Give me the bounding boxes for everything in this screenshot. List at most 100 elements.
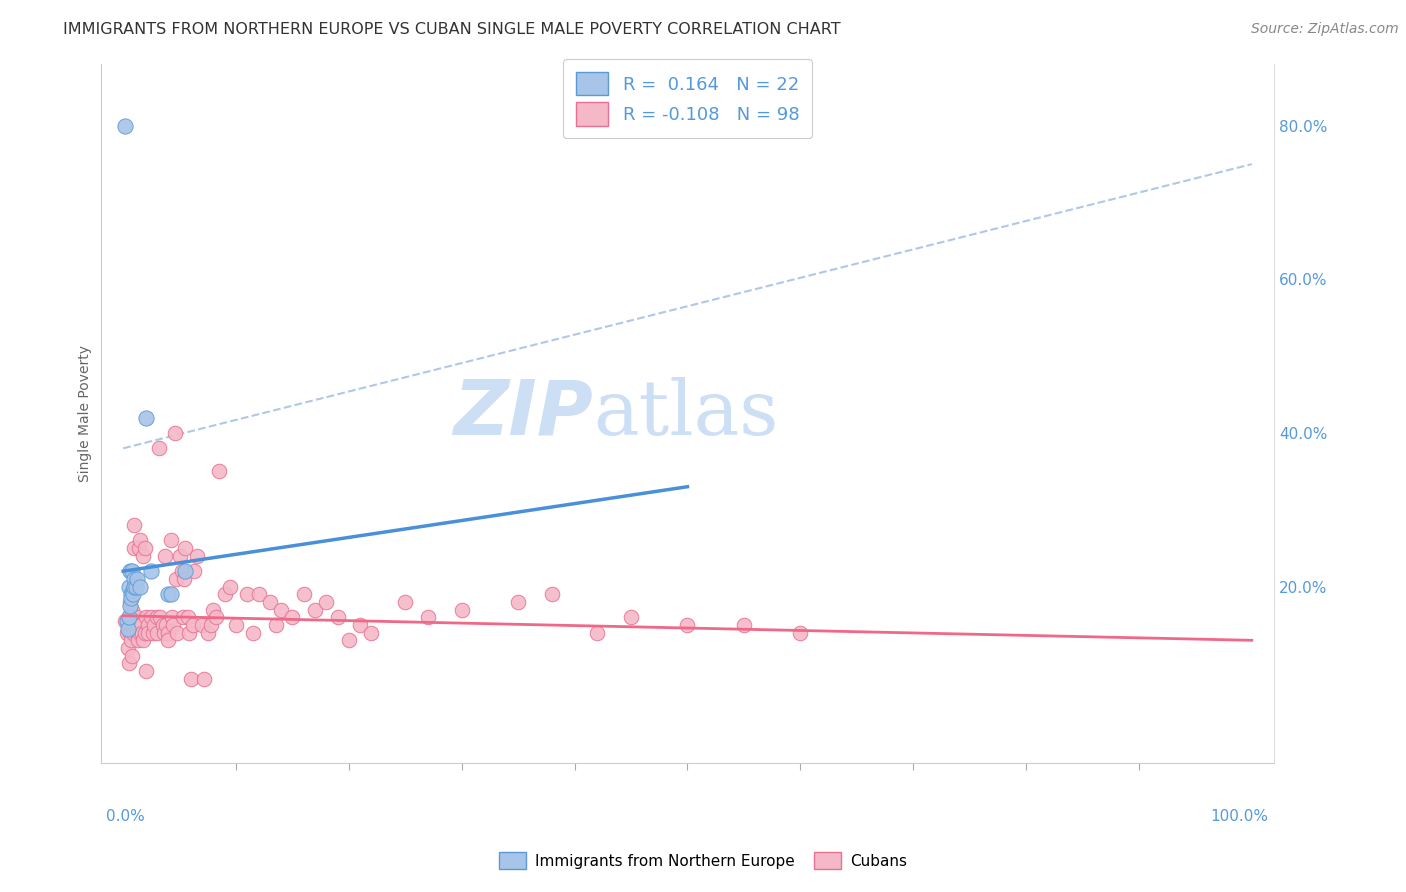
Point — [394, 595, 416, 609]
Point — [122, 625, 145, 640]
Point — [122, 583, 145, 598]
Point — [129, 625, 152, 640]
Point — [157, 625, 180, 640]
Point — [789, 625, 811, 640]
Point — [148, 442, 170, 456]
Point — [118, 564, 141, 578]
Point — [124, 541, 146, 556]
Point — [132, 633, 155, 648]
Point — [181, 618, 204, 632]
Point — [197, 625, 219, 640]
Text: 0.0%: 0.0% — [107, 809, 145, 824]
Point — [118, 625, 141, 640]
Point — [131, 625, 153, 640]
Point — [120, 591, 142, 605]
Point — [174, 564, 197, 578]
Point — [152, 618, 174, 632]
Point — [129, 618, 152, 632]
Point — [202, 602, 225, 616]
Point — [186, 549, 208, 563]
Point — [124, 572, 146, 586]
Point — [127, 633, 149, 648]
Point — [118, 610, 141, 624]
Point — [159, 587, 181, 601]
Point — [114, 614, 136, 628]
Point — [121, 648, 143, 663]
Point — [304, 602, 326, 616]
Point — [141, 610, 163, 624]
Point — [124, 580, 146, 594]
Legend: Immigrants from Northern Europe, Cubans: Immigrants from Northern Europe, Cubans — [492, 846, 914, 875]
Point — [149, 610, 172, 624]
Point — [541, 587, 564, 601]
Point — [120, 587, 142, 601]
Text: 100.0%: 100.0% — [1211, 809, 1268, 824]
Point — [135, 610, 157, 624]
Point — [153, 549, 176, 563]
Point — [225, 618, 247, 632]
Point — [208, 464, 231, 478]
Point — [129, 580, 152, 594]
Point — [281, 610, 304, 624]
Point — [508, 595, 530, 609]
Point — [117, 622, 139, 636]
Point — [122, 610, 145, 624]
Point — [135, 664, 157, 678]
Point — [165, 425, 187, 440]
Point — [136, 625, 159, 640]
Point — [122, 587, 145, 601]
Point — [124, 580, 146, 594]
Point — [172, 610, 194, 624]
Point — [219, 580, 242, 594]
Point — [450, 602, 472, 616]
Point — [259, 595, 281, 609]
Point — [117, 640, 139, 655]
Text: IMMIGRANTS FROM NORTHERN EUROPE VS CUBAN SINGLE MALE POVERTY CORRELATION CHART: IMMIGRANTS FROM NORTHERN EUROPE VS CUBAN… — [63, 22, 841, 37]
Point — [136, 618, 159, 632]
Point — [204, 610, 226, 624]
Point — [157, 587, 180, 601]
Text: ZIP: ZIP — [454, 376, 593, 450]
Point — [193, 672, 215, 686]
Point — [118, 599, 141, 613]
Legend: R =  0.164   N = 22, R = -0.108   N = 98: R = 0.164 N = 22, R = -0.108 N = 98 — [562, 60, 811, 138]
Point — [183, 564, 205, 578]
Point — [349, 618, 371, 632]
Point — [242, 625, 264, 640]
Point — [114, 119, 136, 133]
Point — [118, 657, 141, 671]
Text: Source: ZipAtlas.com: Source: ZipAtlas.com — [1251, 22, 1399, 37]
Point — [174, 541, 197, 556]
Point — [121, 602, 143, 616]
Point — [159, 533, 181, 548]
Point — [125, 610, 148, 624]
Point — [128, 541, 150, 556]
Point — [127, 618, 149, 632]
Point — [169, 549, 191, 563]
Point — [214, 587, 236, 601]
Point — [115, 625, 138, 640]
Point — [146, 625, 169, 640]
Point — [118, 610, 141, 624]
Point — [142, 618, 165, 632]
Point — [315, 595, 337, 609]
Point — [135, 410, 157, 425]
Point — [247, 587, 270, 601]
Point — [118, 610, 141, 624]
Point — [176, 610, 198, 624]
Point — [157, 633, 180, 648]
Point — [134, 541, 156, 556]
Point — [120, 618, 142, 632]
Point — [118, 580, 141, 594]
Point — [124, 518, 146, 533]
Point — [292, 587, 315, 601]
Point — [270, 602, 292, 616]
Point — [118, 595, 141, 609]
Point — [165, 572, 187, 586]
Point — [124, 618, 146, 632]
Point — [162, 618, 184, 632]
Point — [733, 618, 755, 632]
Point — [132, 549, 155, 563]
Point — [125, 625, 148, 640]
Point — [177, 625, 200, 640]
